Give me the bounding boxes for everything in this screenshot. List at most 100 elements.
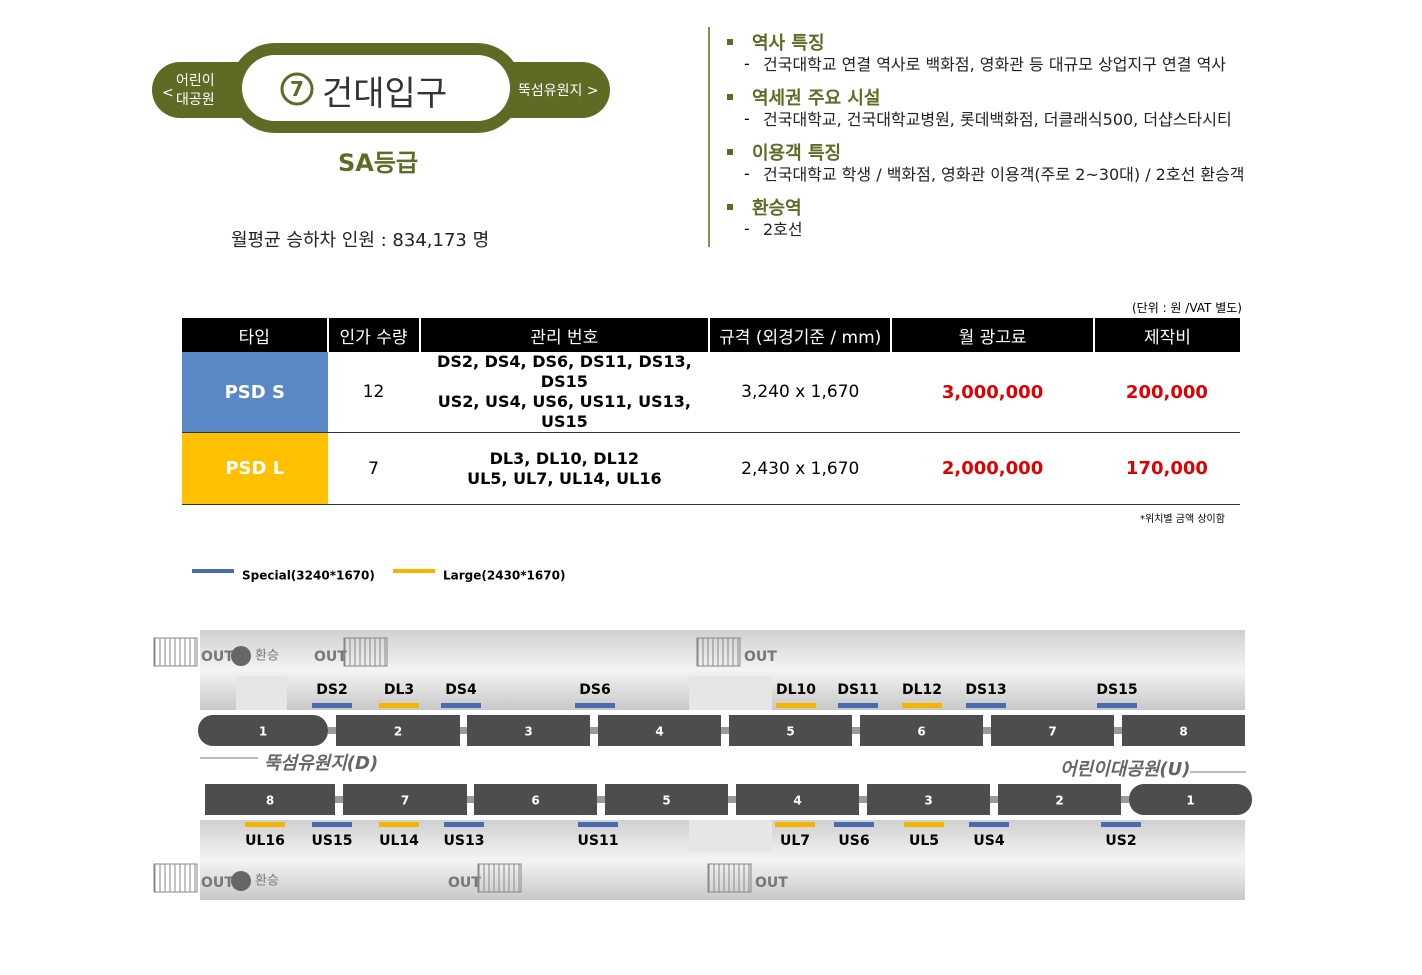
coupler: [859, 796, 867, 803]
door-label: DS4: [445, 682, 477, 698]
car-number: 3: [924, 794, 932, 808]
door-marker: [1097, 703, 1137, 708]
door-label: DL10: [776, 682, 816, 698]
out-label: OUT: [744, 649, 777, 665]
coupler: [990, 796, 998, 803]
car-number: 7: [401, 794, 409, 808]
door-label: DL3: [384, 682, 414, 698]
bullet: [727, 204, 733, 210]
door-label: DS11: [837, 682, 878, 698]
door-label: UL5: [909, 833, 939, 849]
coupler: [597, 796, 605, 803]
direction-label: 어린이대공원(U): [1060, 759, 1190, 780]
next-station: 뚝섬유원지 >: [518, 83, 599, 99]
coupler: [1114, 727, 1122, 734]
door-marker: [904, 822, 944, 827]
header-cell: 규격 (외경기준 / mm): [708, 318, 892, 352]
prev-line: 대공원: [176, 92, 215, 108]
car: [474, 784, 597, 815]
car: [198, 715, 328, 746]
door-marker: [575, 703, 615, 708]
info-detail: 건국대학교 연결 역사로 백화점, 영화관 등 대규모 상업지구 연결 역사: [763, 55, 1227, 74]
door-marker: [902, 703, 942, 708]
prev-line: 어린이: [176, 73, 215, 89]
info-detail: 건국대학교 학생 / 백화점, 영화관 이용객(주로 2~30대) / 2호선 …: [763, 165, 1245, 184]
car-number: 8: [1179, 725, 1187, 739]
info-heading: 이용객 특징: [752, 143, 842, 164]
header-row: 타입 인가 수량 관리 번호 규격 (외경기준 / mm) 월 광고료 제작비: [182, 318, 1240, 352]
count-cell: 7: [327, 432, 420, 505]
code-line: US2, US4, US6, US11, US13, US15: [437, 392, 691, 431]
info-heading: 역세권 주요 시설: [752, 88, 881, 109]
coupler: [728, 796, 736, 803]
door-label: US15: [312, 833, 353, 849]
dash: -: [744, 54, 750, 73]
codes-cell: DL3, DL10, DL12 UL5, UL7, UL14, UL16: [419, 432, 710, 505]
door-marker: [379, 703, 419, 708]
door-marker: [379, 822, 419, 827]
coupler: [1121, 796, 1129, 803]
door-label: UL16: [245, 833, 285, 849]
car: [336, 715, 460, 746]
legend-swatch: [393, 569, 435, 573]
door-label: DS15: [1096, 682, 1137, 698]
door-marker: [312, 822, 352, 827]
direction-label: 뚝섬유원지(D): [264, 753, 378, 774]
car-number: 3: [524, 725, 532, 739]
car-number: 4: [655, 725, 663, 739]
door-label: UL7: [780, 833, 810, 849]
production-cell: 200,000: [1093, 352, 1240, 433]
door-marker: [969, 822, 1009, 827]
door-label: DS2: [316, 682, 347, 698]
header-graphic: [152, 27, 710, 247]
info-detail: 건국대학교, 건국대학교병원, 롯데백화점, 더클래식500, 더샵스타시티: [763, 110, 1232, 129]
fee-cell: 3,000,000: [891, 352, 1094, 433]
door-marker: [444, 822, 484, 827]
car: [343, 784, 467, 815]
door-label: DS6: [579, 682, 610, 698]
door-marker: [245, 822, 285, 827]
door-marker: [838, 703, 878, 708]
car: [867, 784, 990, 815]
car-number: 4: [793, 794, 801, 808]
car-number: 2: [394, 725, 402, 739]
car-number: 2: [1055, 794, 1063, 808]
door-label: US4: [973, 833, 1004, 849]
size-cell: 2,430 x 1,670: [709, 432, 892, 505]
door-marker: [578, 822, 618, 827]
coupler: [328, 727, 336, 734]
header-cell: 인가 수량: [326, 318, 420, 352]
car: [729, 715, 852, 746]
out-label: OUT: [201, 875, 234, 891]
coupler: [983, 727, 991, 734]
dash: -: [744, 164, 750, 183]
dash: -: [744, 109, 750, 128]
car-number: 7: [1048, 725, 1056, 739]
note: *위치별 금액 상이함: [1140, 514, 1225, 525]
gate: [696, 637, 741, 667]
door-label: US13: [444, 833, 485, 849]
car-number: 6: [531, 794, 539, 808]
dash: -: [744, 219, 750, 238]
door-marker: [1101, 822, 1141, 827]
legend-label: Large(2430*1670): [443, 569, 565, 583]
bullet: [727, 149, 733, 155]
car-number: 1: [1186, 794, 1194, 808]
info-heading: 환승역: [752, 198, 802, 219]
coupler: [590, 727, 598, 734]
door-label: DS13: [965, 682, 1006, 698]
car: [998, 784, 1121, 815]
ridership: 월평균 승하차 인원 : 834,173 명: [231, 230, 490, 251]
car-number: 5: [662, 794, 670, 808]
gate: [153, 637, 198, 667]
code-line: UL5, UL7, UL14, UL16: [467, 468, 662, 488]
transfer-icon: [231, 871, 251, 891]
car: [467, 715, 590, 746]
car: [736, 784, 859, 815]
legend-swatch: [192, 569, 234, 573]
door-label: UL14: [379, 833, 419, 849]
station-number: 7: [290, 77, 304, 101]
